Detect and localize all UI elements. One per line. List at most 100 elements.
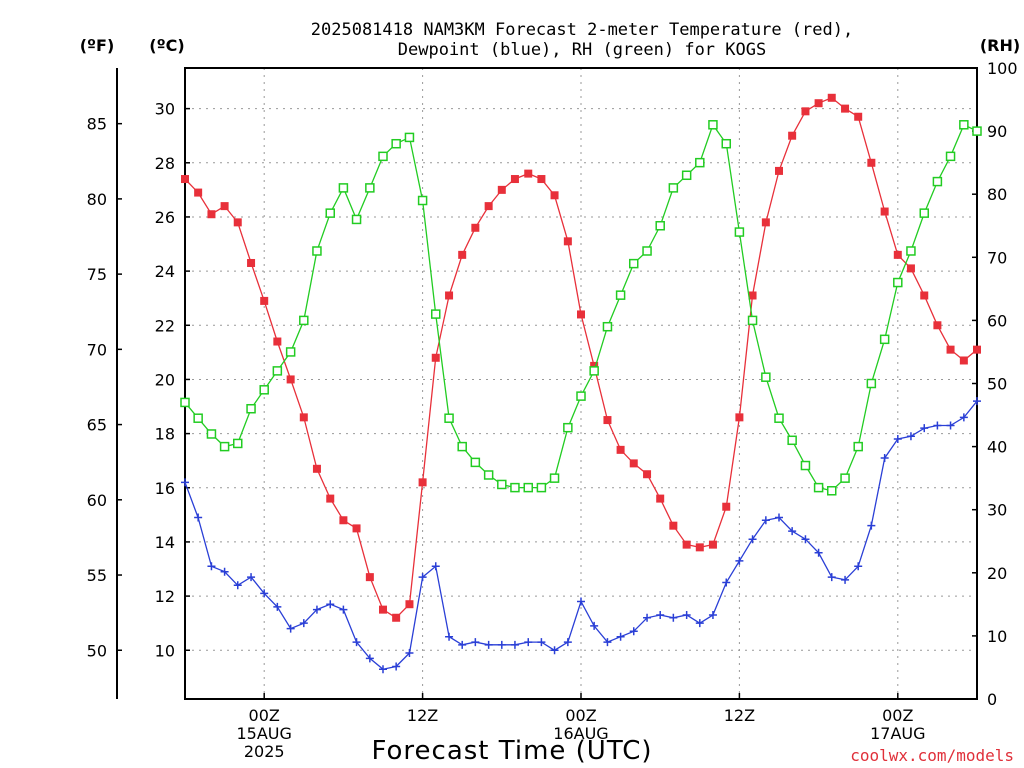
chart-title-line-1: 2025081418 NAM3KM Forecast 2-meter Tempe…: [311, 20, 853, 40]
fahrenheit-tick-label: 65: [87, 416, 107, 435]
x-tick-label: 00Z: [565, 706, 596, 725]
rh-point: [470, 457, 481, 468]
rh-point: [272, 366, 283, 376]
temperature-point: [537, 175, 546, 184]
temperature-point: [854, 112, 863, 121]
dewpoint-point: [510, 640, 519, 649]
temperature-point: [867, 158, 876, 167]
rh-tick-label: 60: [987, 311, 1007, 330]
temperature-point: [445, 291, 454, 300]
rh-point: [549, 473, 560, 483]
dewpoint-point: [339, 605, 348, 614]
dewpoint-point: [906, 432, 915, 441]
rh-point: [853, 441, 863, 452]
rh-point: [312, 246, 322, 256]
temperature-point: [181, 175, 189, 184]
rh-point: [708, 120, 718, 130]
rh-point: [338, 183, 349, 193]
temperature-point: [510, 175, 519, 184]
rh-point: [628, 258, 639, 269]
temperature-point: [761, 218, 770, 227]
temperature-point: [286, 375, 295, 384]
x-tick-label: 2025: [244, 742, 285, 761]
dewpoint-point: [458, 640, 467, 649]
celsius-tick-label: 14: [155, 533, 175, 552]
rh-point: [615, 290, 626, 300]
celsius-tick-label: 24: [155, 262, 175, 281]
temperature-point: [273, 337, 282, 346]
temperature-line: [184, 97, 978, 619]
rh-point: [193, 413, 203, 423]
celsius-tick-label: 30: [155, 100, 175, 119]
dewpoint-point: [299, 619, 308, 628]
rh-tick-label: 0: [987, 690, 997, 709]
temperature-point: [946, 345, 955, 354]
fahrenheit-tick-label: 55: [87, 566, 107, 585]
temperature-point: [563, 237, 572, 246]
temperature-point: [722, 502, 731, 511]
rh-point: [972, 126, 982, 136]
dewpoint-point: [220, 567, 229, 576]
rh-point: [761, 372, 771, 382]
temperature-point: [326, 494, 335, 503]
celsius-tick-label: 16: [155, 479, 175, 498]
temperature-point: [906, 264, 915, 273]
temperature-point: [735, 413, 744, 422]
temperature-point: [207, 210, 216, 219]
dewpoint-point: [247, 573, 256, 582]
rh-point: [826, 486, 837, 496]
rh-unit-label: (RH): [980, 36, 1020, 55]
dewpoint-point: [181, 478, 189, 487]
dewpoint-point: [484, 640, 493, 649]
temperature-point: [365, 573, 374, 582]
dewpoint-point: [946, 421, 955, 430]
temperature-point: [959, 356, 968, 365]
fahrenheit-unit-label: (ºF): [80, 36, 115, 55]
dewpoint-point: [326, 600, 335, 609]
rh-point: [945, 151, 956, 162]
rh-tick-label: 40: [987, 438, 1007, 457]
dewpoint-point: [735, 556, 744, 565]
rh-point: [536, 482, 547, 493]
rh-point: [642, 246, 652, 256]
temperature-point: [194, 188, 203, 197]
dewpoint-point: [880, 453, 889, 462]
dewpoint-point: [933, 421, 942, 430]
rh-point: [417, 195, 428, 206]
temperature-point: [629, 459, 638, 468]
dewpoint-point: [405, 648, 414, 657]
dewpoint-point: [788, 527, 797, 536]
temperature-point: [801, 107, 810, 116]
temperature-point: [695, 543, 704, 552]
x-tick-label: 12Z: [724, 706, 755, 725]
dewpoint-point: [893, 435, 902, 444]
rh-point: [576, 391, 586, 401]
rh-tick-label: 20: [987, 564, 1007, 583]
celsius-tick-label: 28: [155, 154, 175, 173]
rh-point: [840, 473, 850, 483]
dewpoint-point: [260, 589, 269, 598]
rh-tick-label: 90: [987, 122, 1007, 141]
temperature-point: [814, 99, 823, 108]
temperature-point: [339, 516, 348, 525]
rh-tick-label: 100: [987, 59, 1018, 78]
rh-point: [206, 429, 217, 439]
celsius-tick-label: 18: [155, 425, 175, 444]
rh-point: [721, 138, 732, 149]
rh-point: [959, 120, 969, 130]
rh-point: [351, 214, 362, 225]
dewpoint-point: [471, 638, 480, 647]
dewpoint-point: [854, 562, 863, 571]
dewpoint-point: [603, 638, 612, 647]
temperature-point: [656, 494, 665, 503]
x-tick-label: 00Z: [249, 706, 280, 725]
axes-layer: 50 55 60 65 70 75 80 85 10 12 14 16 18 20 22 24 26 28 30 0 1…: [87, 59, 1018, 761]
rh-tick-label: 80: [987, 185, 1007, 204]
dewpoint-point: [920, 424, 929, 433]
rh-point: [747, 315, 758, 326]
rh-point: [866, 378, 877, 389]
rh-point: [365, 183, 375, 193]
dewpoint-point: [827, 573, 836, 582]
rh-point: [378, 151, 388, 162]
